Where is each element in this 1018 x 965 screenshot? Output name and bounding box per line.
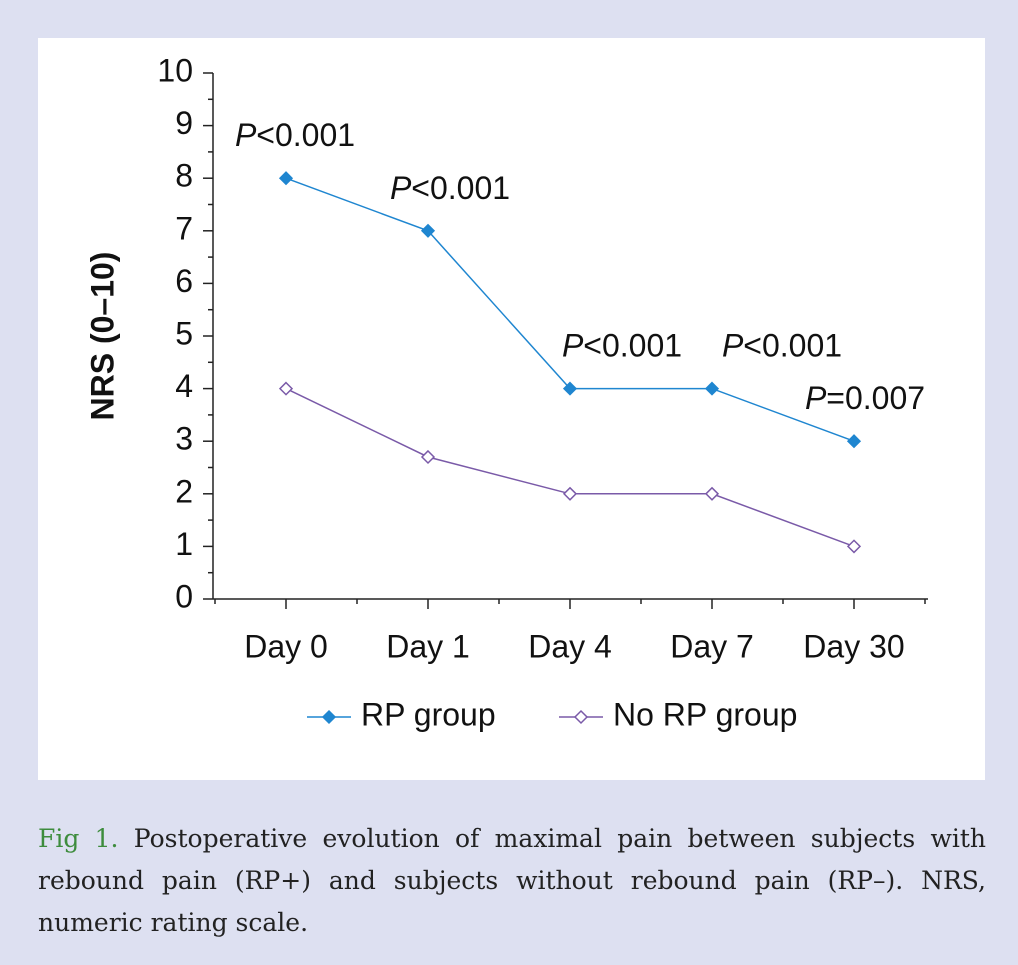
marker <box>278 171 294 186</box>
annotation-italic: P <box>805 381 827 417</box>
x-tick-label: Day 1 <box>386 628 470 664</box>
y-axis-label: NRS (0–10) <box>84 252 120 421</box>
y-tick-label: 3 <box>175 421 193 457</box>
marker <box>420 223 436 238</box>
caption: Fig 1. Postoperative evolution of maxima… <box>38 818 986 944</box>
chart-panel <box>38 38 985 780</box>
annotation-rest: <0.001 <box>743 328 842 364</box>
annotation-italic: P <box>562 328 584 364</box>
annotation: P<0.001 <box>562 328 682 364</box>
annotation: P<0.001 <box>235 118 355 154</box>
y-tick-label: 6 <box>175 263 193 299</box>
marker <box>704 486 720 501</box>
x-tick-label: Day 30 <box>803 628 904 664</box>
y-tick-label: 10 <box>157 52 193 88</box>
annotation: P=0.007 <box>805 381 925 417</box>
caption-text: Postoperative evolution of maximal pain … <box>38 824 986 937</box>
marker <box>562 486 578 501</box>
annotation-rest: <0.001 <box>256 118 355 154</box>
y-tick-label: 0 <box>175 578 193 614</box>
legend-label: No RP group <box>613 696 797 732</box>
y-tick-label: 2 <box>175 473 193 509</box>
series-line <box>285 387 855 548</box>
y-tick-label: 1 <box>175 526 193 562</box>
annotation: P<0.001 <box>722 328 842 364</box>
annotation-italic: P <box>390 170 412 206</box>
legend-marker <box>573 709 589 725</box>
annotation-rest: <0.001 <box>411 170 510 206</box>
y-tick-label: 5 <box>175 315 193 351</box>
annotation-italic: P <box>235 118 257 154</box>
y-tick-label: 8 <box>175 158 193 194</box>
annotation-rest: <0.001 <box>583 328 682 364</box>
caption-label: Fig 1. <box>38 824 119 853</box>
marker <box>846 434 862 449</box>
x-tick-label: Day 0 <box>244 628 328 664</box>
marker <box>704 381 720 396</box>
marker <box>420 449 436 465</box>
legend-label: RP group <box>361 696 496 732</box>
annotation-italic: P <box>722 328 744 364</box>
annotation: P<0.001 <box>390 170 510 206</box>
marker <box>846 539 862 554</box>
y-tick-label: 9 <box>175 105 193 141</box>
marker <box>562 381 578 396</box>
y-tick-label: 4 <box>175 368 193 404</box>
marker <box>278 381 294 396</box>
x-tick-label: Day 4 <box>528 628 612 664</box>
chart: NRS (0–10) 0 1 2 3 4 5 6 7 8 9 10 Day 0 Day 1 Day 4 Da… <box>84 52 928 732</box>
annotation-rest: =0.007 <box>826 381 925 417</box>
x-tick-label: Day 7 <box>670 628 754 664</box>
y-tick-label: 7 <box>175 210 193 246</box>
legend-marker <box>321 709 337 725</box>
series-line <box>285 177 855 442</box>
